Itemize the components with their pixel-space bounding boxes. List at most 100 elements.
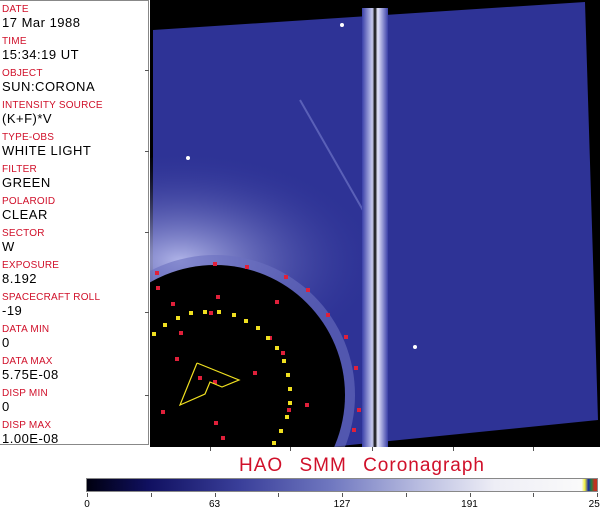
- field-polaroid: POLAROID CLEAR: [2, 196, 55, 222]
- header-info-panel: DATE 17 Mar 1988 TIME 15:34:19 UT OBJECT SUN:…: [0, 0, 149, 446]
- axis-tick: [453, 447, 454, 451]
- red-marker: [216, 295, 220, 299]
- colorbar-tick: [405, 493, 407, 497]
- yellow-marker: [285, 415, 289, 419]
- colorbar-tick: [150, 493, 152, 497]
- colorbar-tick: [214, 493, 216, 497]
- yellow-marker: [176, 316, 180, 320]
- colorbar-tick: [278, 493, 280, 497]
- field-filter: FILTER GREEN: [2, 164, 51, 190]
- axis-tick: [290, 447, 291, 451]
- field-value: 0: [2, 335, 10, 350]
- field-value: 17 Mar 1988: [2, 15, 81, 30]
- colorbar-tick: [469, 493, 471, 497]
- axis-tick: [145, 312, 149, 313]
- field-disp-max: DISP MAX 1.00E-08: [2, 420, 59, 446]
- red-marker: [171, 302, 175, 306]
- coronagraph-image: [150, 0, 600, 447]
- yellow-marker: [189, 311, 193, 315]
- field-value: 15:34:19 UT: [2, 47, 80, 62]
- yellow-marker: [163, 323, 167, 327]
- yellow-marker: [152, 332, 156, 336]
- red-marker: [253, 371, 257, 375]
- field-sector: SECTOR W: [2, 228, 45, 254]
- field-disp-min: DISP MIN 0: [2, 388, 48, 414]
- field-label: DATE: [2, 4, 29, 15]
- field-time: TIME 15:34:19 UT: [2, 36, 79, 62]
- red-marker: [306, 288, 310, 292]
- red-marker: [198, 376, 202, 380]
- colorbar-tick-label: 0: [84, 499, 90, 510]
- yellow-marker: [203, 310, 207, 314]
- field-label: TIME: [2, 36, 27, 47]
- red-marker: [213, 380, 217, 384]
- red-marker: [354, 366, 358, 370]
- yellow-marker: [272, 441, 276, 445]
- red-marker: [209, 311, 213, 315]
- field-label: INTENSITY SOURCE: [2, 100, 103, 111]
- field-value: 8.192: [2, 271, 38, 286]
- red-marker: [161, 410, 165, 414]
- field-label: FILTER: [2, 164, 37, 175]
- red-marker: [281, 351, 285, 355]
- yellow-marker: [256, 326, 260, 330]
- axis-tick: [533, 447, 534, 451]
- yellow-marker: [217, 310, 221, 314]
- field-label: SPACECRAFT ROLL: [2, 292, 101, 303]
- red-marker: [326, 313, 330, 317]
- field-label: DATA MAX: [2, 356, 53, 367]
- colorbar-tick: [533, 493, 535, 497]
- field-value: W: [2, 239, 15, 254]
- red-marker: [357, 408, 361, 412]
- field-value: 5.75E-08: [2, 367, 59, 382]
- red-marker: [155, 271, 159, 275]
- colorbar-tick-label: 63: [208, 499, 221, 510]
- field-data-max: DATA MAX 5.75E-08: [2, 356, 59, 382]
- yellow-marker: [286, 373, 290, 377]
- axis-tick: [210, 447, 211, 451]
- red-marker: [305, 403, 309, 407]
- field-data-min: DATA MIN 0: [2, 324, 49, 350]
- field-exposure: EXPOSURE 8.192: [2, 260, 59, 286]
- field-label: EXPOSURE: [2, 260, 60, 271]
- yellow-marker: [266, 336, 270, 340]
- field-value: 0: [2, 399, 10, 414]
- red-marker: [214, 421, 218, 425]
- field-label: POLAROID: [2, 196, 56, 207]
- instrument-title: HAO SMM Coronagraph: [239, 455, 485, 476]
- red-marker: [175, 357, 179, 361]
- field-value: CLEAR: [2, 207, 48, 222]
- red-marker: [275, 300, 279, 304]
- colorbar-tick-label: 127: [333, 499, 351, 510]
- field-label: SECTOR: [2, 228, 45, 239]
- field-intensity-source: INTENSITY SOURCE (K+F)*V: [2, 100, 103, 126]
- field-value: SUN:CORONA: [2, 79, 96, 94]
- field-value: -19: [2, 303, 23, 318]
- colorbar-tick-label: 191: [461, 499, 478, 510]
- red-marker: [179, 331, 183, 335]
- yellow-marker: [288, 401, 292, 405]
- field-label: OBJECT: [2, 68, 43, 79]
- red-marker: [284, 275, 288, 279]
- field-label: DISP MAX: [2, 420, 52, 431]
- field-label: DATA MIN: [2, 324, 50, 335]
- red-marker: [344, 335, 348, 339]
- yellow-marker: [279, 429, 283, 433]
- axis-tick: [145, 70, 149, 71]
- field-value: GREEN: [2, 175, 51, 190]
- field-value: (K+F)*V: [2, 111, 53, 126]
- colorbar-tick: [87, 493, 88, 497]
- field-value: 1.00E-08: [2, 431, 59, 446]
- red-marker: [221, 436, 225, 440]
- field-label: TYPE-OBS: [2, 132, 55, 143]
- red-marker: [287, 408, 291, 412]
- axis-tick: [145, 151, 149, 152]
- annotation-outline: [178, 362, 241, 407]
- occulting-disk: [150, 265, 345, 447]
- yellow-marker: [244, 319, 248, 323]
- yellow-marker: [282, 359, 286, 363]
- red-marker: [352, 428, 356, 432]
- field-spacecraft-roll: SPACECRAFT ROLL -19: [2, 292, 100, 318]
- field-label: DISP MIN: [2, 388, 48, 399]
- axis-tick: [145, 395, 149, 396]
